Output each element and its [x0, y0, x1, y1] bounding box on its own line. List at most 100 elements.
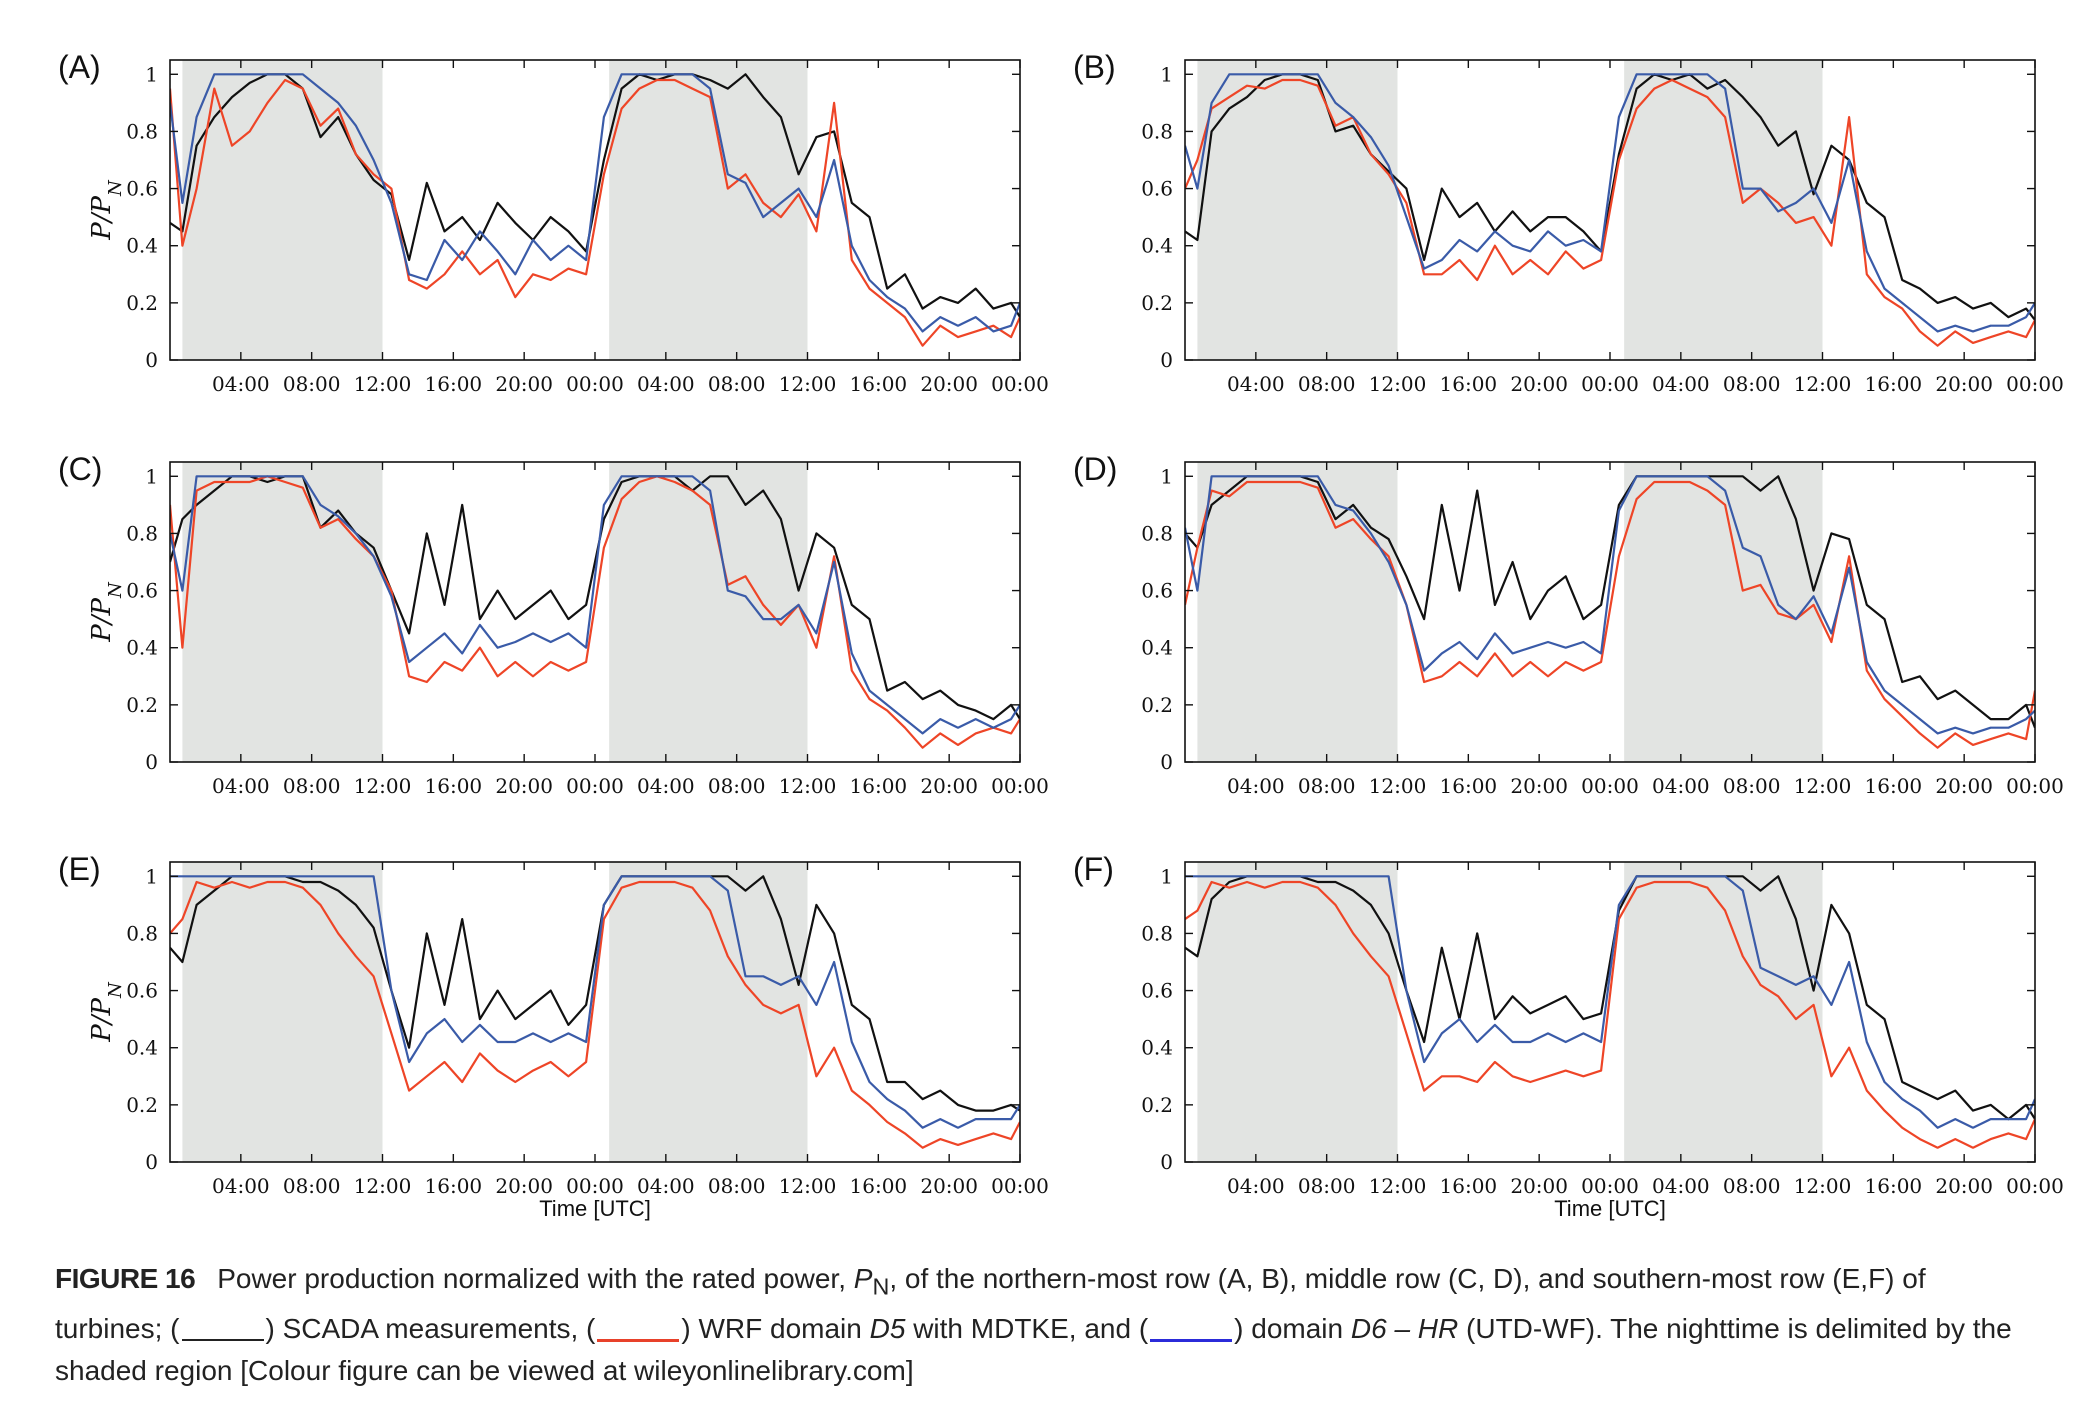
y-tick-label: 0.6 [126, 979, 158, 1003]
night-shade [609, 462, 808, 762]
figure-panels: 0 0.2 0.4 0.6 0.8 1 04:00 08:00 12:00 16:00 20:00 0… [58, 49, 2064, 1221]
x-tick-label: 00:00 [991, 1174, 1049, 1198]
panel-f: 0 0.2 0.4 0.6 0.8 1 04:00 08:00 12:00 16:00 20:00 0… [1073, 851, 2064, 1221]
panel-c: 0 0.2 0.4 0.6 0.8 1 04:00 08:00 12:00 16:00 20:00 0… [58, 451, 1049, 798]
y-tick-label: 0.8 [126, 521, 158, 545]
y-tick-label: 0.8 [1141, 521, 1173, 545]
x-tick-label: 08:00 [1723, 372, 1781, 396]
series-scada [170, 475, 1020, 721]
caption-text-7: (UTD-WF). The nighttime is delimited by … [55, 1312, 2012, 1386]
caption-text-2: , of the northern-most row (A, B), middl… [55, 1263, 1926, 1344]
x-tick-label: 16:00 [1440, 1174, 1498, 1198]
y-tick-label: 0.4 [1141, 234, 1173, 258]
x-tick-label: 12:00 [779, 774, 837, 798]
caption-text-6: ) domain [1234, 1312, 1351, 1344]
x-tick-label: 20:00 [495, 1174, 553, 1198]
x-tick-label: 12:00 [1369, 372, 1427, 396]
x-tick-label: 08:00 [283, 1174, 341, 1198]
x-tick-label: 08:00 [1723, 774, 1781, 798]
x-tick-label: 16:00 [850, 1174, 908, 1198]
x-tick-label: 20:00 [920, 1174, 978, 1198]
x-tick-label: 16:00 [850, 372, 908, 396]
night-shade [182, 462, 383, 762]
x-tick-label: 16:00 [425, 372, 483, 396]
y-axis-label-subscript: N [105, 581, 126, 599]
panel-label: (C) [58, 451, 102, 487]
series-d6_hr [170, 875, 1020, 1129]
y-tick-label: 0 [145, 750, 158, 774]
x-tick-label: 08:00 [1298, 774, 1356, 798]
y-tick-label: 0 [1160, 1150, 1173, 1174]
x-tick-label: 16:00 [1440, 774, 1498, 798]
y-tick-label: 0.2 [126, 693, 158, 717]
caption-d5: D5 [869, 1312, 906, 1344]
y-tick-label: 0.2 [1141, 291, 1173, 315]
night-shade [182, 60, 383, 360]
y-tick-label: 0.8 [126, 119, 158, 143]
x-tick-label: 20:00 [920, 774, 978, 798]
series-scada [1185, 73, 2035, 321]
series-d6_hr [1185, 73, 2035, 333]
x-tick-label: 04:00 [212, 372, 270, 396]
x-tick-label: 00:00 [566, 774, 624, 798]
caption-text-1: Power production normalized with the rat… [217, 1263, 854, 1294]
legend-d6-swatch [1150, 1338, 1233, 1342]
x-tick-label: 08:00 [1298, 1174, 1356, 1198]
series-scada [1185, 875, 2035, 1121]
x-tick-label: 16:00 [1865, 372, 1923, 396]
y-axis-label: P/PN [87, 179, 126, 241]
x-tick-label: 20:00 [920, 372, 978, 396]
panel-label: (A) [58, 49, 101, 85]
night-shade [1197, 462, 1398, 762]
x-tick-label: 04:00 [1652, 372, 1710, 396]
x-tick-label: 12:00 [1369, 1174, 1427, 1198]
panel-label: (D) [1073, 451, 1117, 487]
x-tick-label: 12:00 [1794, 774, 1852, 798]
y-tick-label: 1 [145, 864, 158, 888]
y-tick-label: 1 [1160, 864, 1173, 888]
y-tick-label: 0.4 [1141, 1036, 1173, 1060]
x-tick-label: 00:00 [1581, 774, 1639, 798]
x-tick-label: 08:00 [708, 372, 766, 396]
x-tick-label: 04:00 [1227, 372, 1285, 396]
y-tick-label: 0.6 [1141, 979, 1173, 1003]
panel-a: 0 0.2 0.4 0.6 0.8 1 04:00 08:00 12:00 16:00 20:00 0… [58, 49, 1049, 396]
x-tick-label: 00:00 [2006, 372, 2064, 396]
x-tick-label: 04:00 [637, 774, 695, 798]
x-tick-label: 08:00 [283, 372, 341, 396]
y-tick-label: 0.6 [126, 579, 158, 603]
x-tick-label: 16:00 [1440, 372, 1498, 396]
night-shade [1624, 60, 1823, 360]
series-d6_hr [1185, 475, 2035, 735]
x-tick-label: 00:00 [1581, 1174, 1639, 1198]
y-axis-label: P/PN [87, 581, 126, 643]
x-tick-label: 08:00 [283, 774, 341, 798]
y-tick-label: 0.4 [126, 234, 158, 258]
caption-text-3: ) SCADA measurements, ( [265, 1312, 596, 1344]
y-tick-label: 0 [1160, 348, 1173, 372]
caption-text-4: ) WRF domain [681, 1312, 870, 1344]
y-tick-label: 0 [145, 348, 158, 372]
x-tick-label: 12:00 [354, 372, 412, 396]
y-tick-label: 0.4 [126, 636, 158, 660]
y-tick-label: 0 [1160, 750, 1173, 774]
y-tick-label: 0.4 [126, 1036, 158, 1060]
legend-d5-swatch [597, 1338, 680, 1342]
x-tick-label: 04:00 [637, 1174, 695, 1198]
x-tick-label: 16:00 [425, 1174, 483, 1198]
caption-pn: P [853, 1263, 873, 1294]
figure-caption: FIGURE 16 Power production normalized wit… [55, 1258, 2040, 1392]
night-shade [1197, 60, 1398, 360]
x-tick-label: 00:00 [566, 372, 624, 396]
night-shade [609, 862, 808, 1162]
y-tick-label: 0.6 [1141, 177, 1173, 201]
x-tick-label: 12:00 [354, 1174, 412, 1198]
panel-e: 0 0.2 0.4 0.6 0.8 1 04:00 08:00 12:00 16:00 20:00 0… [58, 851, 1049, 1221]
x-axis-label: Time [UTC] [1554, 1196, 1666, 1221]
x-tick-label: 00:00 [2006, 774, 2064, 798]
y-tick-label: 0.6 [126, 177, 158, 201]
x-tick-label: 04:00 [1227, 774, 1285, 798]
x-tick-label: 04:00 [1652, 774, 1710, 798]
x-tick-label: 08:00 [1298, 372, 1356, 396]
x-tick-label: 20:00 [1935, 1174, 1993, 1198]
